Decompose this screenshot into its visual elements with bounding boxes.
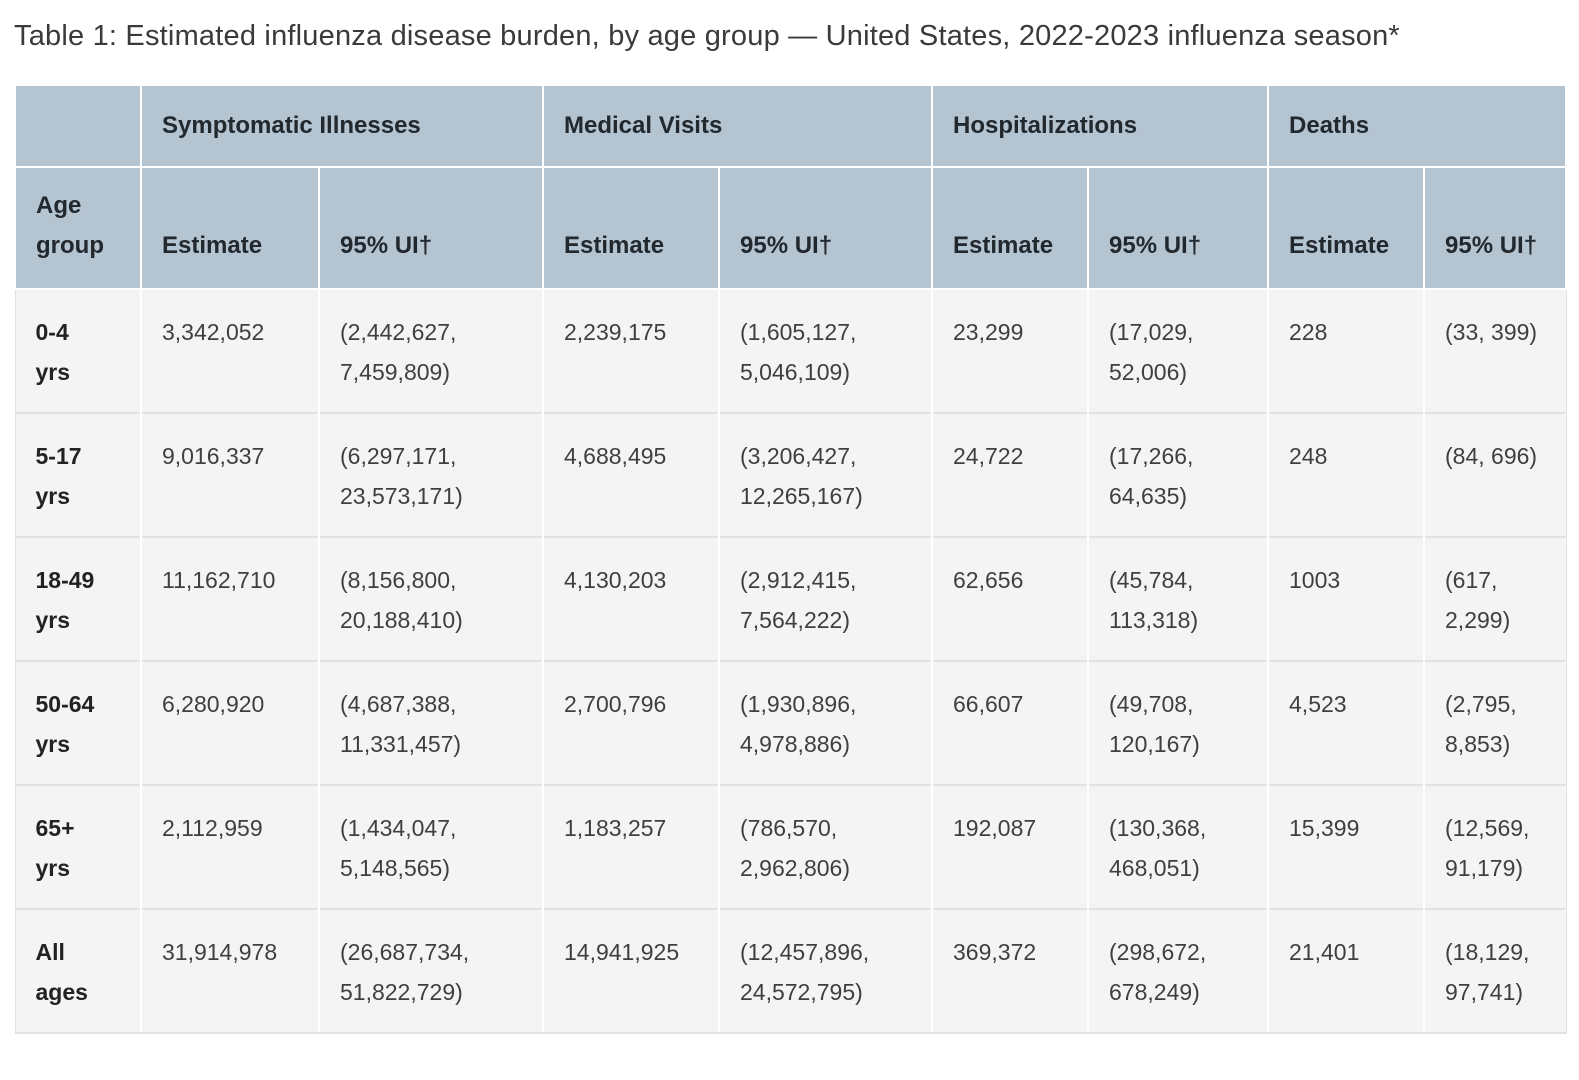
estimate-cell: 24,722 bbox=[931, 412, 1090, 537]
estimate-cell: 23,299 bbox=[931, 288, 1090, 413]
estimate-cell: 1,183,257 bbox=[542, 784, 720, 909]
ui-cell: (1,930,896, 4,978,886) bbox=[717, 660, 934, 785]
estimate-cell: 369,372 bbox=[931, 908, 1090, 1034]
estimate-cell: 11,162,710 bbox=[140, 536, 320, 661]
age-group-cell: 5-17 yrs bbox=[14, 412, 142, 537]
ui-cell: (18,129, 97,741) bbox=[1423, 908, 1567, 1034]
ui-cell: (3,206,427, 12,265,167) bbox=[717, 412, 934, 537]
ui-cell: (33, 399) bbox=[1423, 288, 1567, 413]
estimate-cell: 62,656 bbox=[931, 536, 1090, 661]
estimate-column-header: Estimate bbox=[542, 166, 720, 290]
ui-cell: (4,687,388, 11,331,457) bbox=[318, 660, 544, 785]
ui-cell: (786,570, 2,962,806) bbox=[717, 784, 934, 909]
estimate-cell: 4,130,203 bbox=[542, 536, 720, 661]
age-group-cell: 18-49 yrs bbox=[14, 536, 142, 661]
ui-cell: (17,266, 64,635) bbox=[1087, 412, 1270, 537]
ui-column-header: 95% UI† bbox=[1423, 166, 1568, 290]
ui-cell: (8,156,800, 20,188,410) bbox=[318, 536, 544, 661]
ui-cell: (1,605,127, 5,046,109) bbox=[717, 288, 934, 413]
estimate-cell: 21,401 bbox=[1267, 908, 1426, 1034]
ui-cell: (130,368, 468,051) bbox=[1087, 784, 1270, 909]
estimate-cell: 6,280,920 bbox=[140, 660, 320, 785]
ui-cell: (12,457,896, 24,572,795) bbox=[717, 908, 934, 1034]
estimate-column-header: Estimate bbox=[1267, 166, 1426, 290]
estimate-cell: 1003 bbox=[1267, 536, 1426, 661]
column-group-deaths: Deaths bbox=[1267, 84, 1568, 168]
ui-column-header: 95% UI† bbox=[1087, 166, 1270, 290]
influenza-burden-table: Symptomatic Illnesses Medical Visits Hos… bbox=[14, 84, 1568, 1034]
ui-cell: (12,569, 91,179) bbox=[1423, 784, 1567, 909]
ui-cell: (2,795, 8,853) bbox=[1423, 660, 1567, 785]
column-group-header-row: Symptomatic Illnesses Medical Visits Hos… bbox=[14, 84, 1568, 168]
age-group-cell: 0-4 yrs bbox=[14, 288, 142, 413]
age-group-cell: 50-64 yrs bbox=[14, 660, 142, 785]
table-row: 50-64 yrs 6,280,920 (4,687,388, 11,331,4… bbox=[14, 660, 1567, 785]
ui-cell: (17,029, 52,006) bbox=[1087, 288, 1270, 413]
table-row: 65+ yrs 2,112,959 (1,434,047, 5,148,565)… bbox=[14, 784, 1567, 909]
table-row: All ages 31,914,978 (26,687,734, 51,822,… bbox=[14, 908, 1567, 1034]
estimate-cell: 31,914,978 bbox=[140, 908, 320, 1034]
table-title: Table 1: Estimated influenza disease bur… bbox=[14, 20, 1400, 52]
estimate-cell: 248 bbox=[1267, 412, 1426, 537]
age-group-cell: All ages bbox=[14, 908, 142, 1034]
ui-cell: (2,912,415, 7,564,222) bbox=[717, 536, 934, 661]
estimate-cell: 3,342,052 bbox=[140, 288, 320, 413]
estimate-cell: 4,688,495 bbox=[542, 412, 720, 537]
estimate-cell: 2,239,175 bbox=[542, 288, 720, 413]
ui-cell: (49,708, 120,167) bbox=[1087, 660, 1270, 785]
estimate-cell: 14,941,925 bbox=[542, 908, 720, 1034]
estimate-column-header: Estimate bbox=[931, 166, 1090, 290]
estimate-cell: 2,112,959 bbox=[140, 784, 320, 909]
age-group-cell: 65+ yrs bbox=[14, 784, 142, 909]
ui-cell: (26,687,734, 51,822,729) bbox=[318, 908, 544, 1034]
ui-column-header: 95% UI† bbox=[717, 166, 934, 290]
table-row: 0-4 yrs 3,342,052 (2,442,627, 7,459,809)… bbox=[14, 288, 1567, 413]
table-row: 5-17 yrs 9,016,337 (6,297,171, 23,573,17… bbox=[14, 412, 1567, 537]
estimate-cell: 15,399 bbox=[1267, 784, 1426, 909]
ui-cell: (45,784, 113,318) bbox=[1087, 536, 1270, 661]
corner-cell bbox=[14, 84, 142, 168]
ui-cell: (84, 696) bbox=[1423, 412, 1567, 537]
column-group-symptomatic-illnesses: Symptomatic Illnesses bbox=[140, 84, 544, 168]
estimate-cell: 4,523 bbox=[1267, 660, 1426, 785]
estimate-cell: 228 bbox=[1267, 288, 1426, 413]
ui-cell: (617, 2,299) bbox=[1423, 536, 1567, 661]
ui-cell: (1,434,047, 5,148,565) bbox=[318, 784, 544, 909]
estimate-cell: 66,607 bbox=[931, 660, 1090, 785]
age-group-column-header: Age group bbox=[14, 166, 142, 290]
column-group-hospitalizations: Hospitalizations bbox=[931, 84, 1270, 168]
ui-cell: (2,442,627, 7,459,809) bbox=[318, 288, 544, 413]
estimate-cell: 192,087 bbox=[931, 784, 1090, 909]
table-row: 18-49 yrs 11,162,710 (8,156,800, 20,188,… bbox=[14, 536, 1567, 661]
column-group-medical-visits: Medical Visits bbox=[541, 84, 934, 168]
estimate-column-header: Estimate bbox=[140, 166, 320, 290]
ui-column-header: 95% UI† bbox=[318, 166, 544, 290]
sub-header-row: Age group Estimate 95% UI† Estimate 95% … bbox=[14, 166, 1568, 290]
ui-cell: (298,672, 678,249) bbox=[1087, 908, 1270, 1034]
ui-cell: (6,297,171, 23,573,171) bbox=[318, 412, 544, 537]
estimate-cell: 2,700,796 bbox=[542, 660, 720, 785]
estimate-cell: 9,016,337 bbox=[140, 412, 320, 537]
